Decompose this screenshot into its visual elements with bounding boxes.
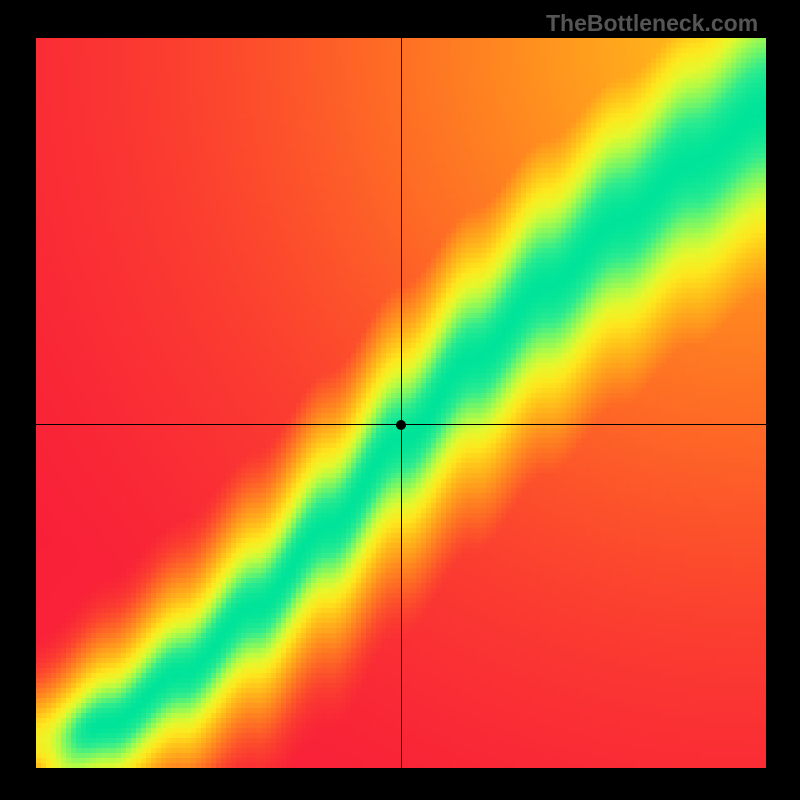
- watermark-text: TheBottleneck.com: [546, 10, 758, 37]
- chart-container: TheBottleneck.com: [0, 0, 800, 800]
- crosshair-marker: [396, 420, 406, 430]
- plot-area: [36, 38, 766, 768]
- crosshair-vertical: [401, 38, 402, 768]
